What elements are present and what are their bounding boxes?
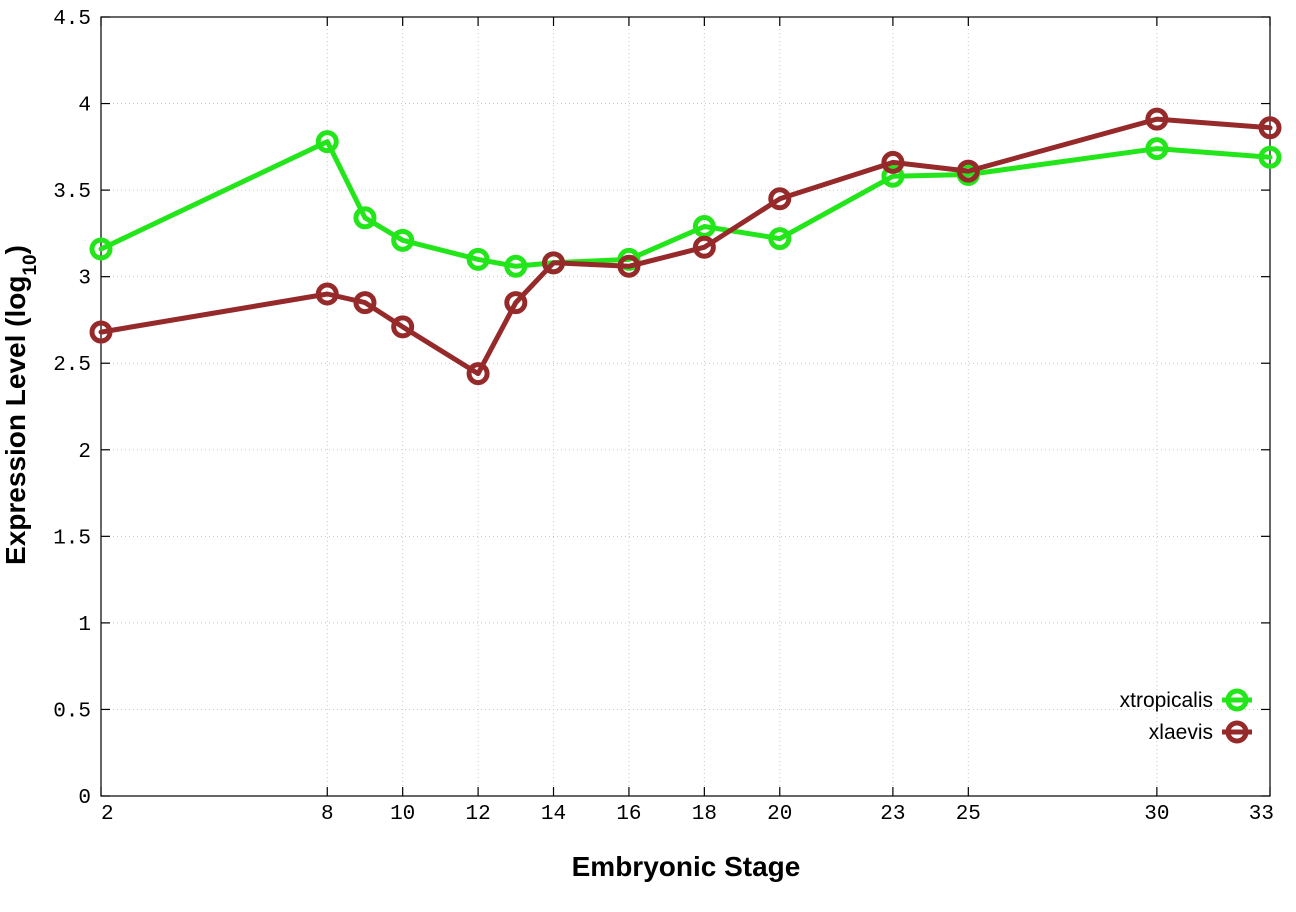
data-point-xlaevis xyxy=(1258,116,1282,140)
legend-marker xyxy=(1225,688,1249,712)
x-tick-label: 12 xyxy=(465,803,490,826)
data-point-xlaevis xyxy=(881,150,905,174)
data-point-xlaevis xyxy=(1145,107,1169,131)
series-xlaevis xyxy=(89,107,1282,386)
y-axis-title: Expression Level (log10) xyxy=(0,245,41,565)
data-point-xtropicalis xyxy=(466,247,490,271)
y-axis-title-close: ) xyxy=(0,245,31,254)
legend-label: xlaevis xyxy=(1149,721,1213,744)
y-axis-title-main: Expression Level (log xyxy=(0,276,31,565)
data-point-xlaevis xyxy=(89,320,113,344)
data-point-xlaevis xyxy=(956,159,980,183)
x-tick-label: 10 xyxy=(390,803,415,826)
x-tick-label: 14 xyxy=(541,803,566,826)
series-layer xyxy=(89,107,1282,386)
y-axis-title-subscript: 10 xyxy=(20,254,41,275)
x-tick-label: 30 xyxy=(1144,803,1169,826)
data-point-xtropicalis xyxy=(89,237,113,261)
x-tick-label: 33 xyxy=(1249,803,1274,826)
x-tick-label: 20 xyxy=(767,803,792,826)
data-point-xlaevis xyxy=(353,291,377,315)
x-axis-title: Embryonic Stage xyxy=(572,851,801,882)
data-point-xtropicalis xyxy=(1145,137,1169,161)
data-point-xlaevis xyxy=(466,362,490,386)
data-point-xtropicalis xyxy=(692,214,716,238)
y-tick-label: 2 xyxy=(78,441,91,464)
y-tick-label: 4 xyxy=(78,95,91,118)
legend-label: xtropicalis xyxy=(1120,689,1213,712)
y-tick-label: 0 xyxy=(78,787,91,810)
data-point-xtropicalis xyxy=(1258,145,1282,169)
x-tick-label: 8 xyxy=(321,803,334,826)
y-tick-label: 3 xyxy=(78,268,91,291)
x-tick-label: 23 xyxy=(880,803,905,826)
tick-layer: 0 0.5 1 1.5 2 2.5 3 3.5 4 4.5 2 8 10 12 14 16 18 20 23 25 30… xyxy=(53,8,1274,826)
y-tick-label: 4.5 xyxy=(53,8,91,31)
x-tick-label: 18 xyxy=(692,803,717,826)
data-point-xlaevis xyxy=(315,282,339,306)
data-point-xlaevis xyxy=(504,291,528,315)
legend-marker xyxy=(1225,720,1249,744)
data-point-xtropicalis xyxy=(881,164,905,188)
grid-layer xyxy=(101,17,1270,796)
data-point-xlaevis xyxy=(391,315,415,339)
series-line-xtropicalis xyxy=(98,139,1273,269)
data-point-xlaevis xyxy=(542,251,566,275)
x-tick-label: 25 xyxy=(956,803,981,826)
x-tick-label: 2 xyxy=(101,803,114,826)
data-point-xtropicalis xyxy=(504,254,528,278)
legend: xtropicalis xlaevis xyxy=(1120,688,1252,744)
data-point-xtropicalis xyxy=(353,206,377,230)
data-point-xlaevis xyxy=(692,235,716,259)
legend-item-xlaevis: xlaevis xyxy=(1149,720,1252,744)
y-tick-label: 1 xyxy=(78,614,91,637)
data-point-xtropicalis xyxy=(315,130,339,154)
x-tick-label: 16 xyxy=(616,803,641,826)
y-tick-label: 2.5 xyxy=(53,354,91,377)
data-point-xlaevis xyxy=(617,254,641,278)
data-point-xtropicalis xyxy=(391,228,415,252)
data-point-xtropicalis xyxy=(768,227,792,251)
y-tick-label: 1.5 xyxy=(53,527,91,550)
data-point-xlaevis xyxy=(768,187,792,211)
plot-frame xyxy=(100,16,1271,797)
legend-item-xtropicalis: xtropicalis xyxy=(1120,688,1252,712)
y-tick-label: 3.5 xyxy=(53,181,91,204)
y-tick-label: 0.5 xyxy=(53,700,91,723)
